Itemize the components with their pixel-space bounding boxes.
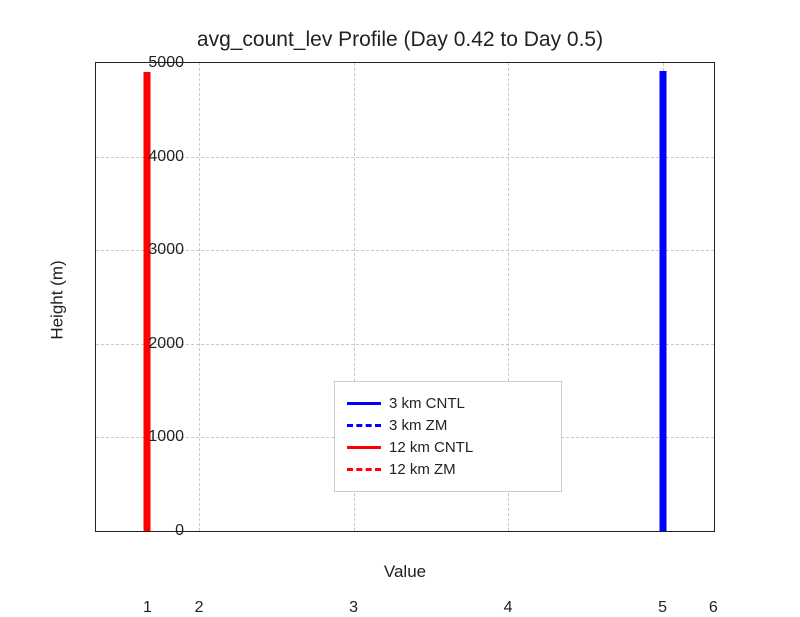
- legend-label-12km-zm: 12 km ZM: [389, 461, 456, 478]
- x-tick-4: 4: [488, 599, 528, 617]
- y-tick-2000: 2000: [134, 335, 184, 353]
- legend-item-12km-zm[interactable]: 12 km ZM: [347, 461, 549, 478]
- legend-swatch-3km-cntl: [347, 402, 381, 405]
- legend-swatch-12km-zm: [347, 468, 381, 471]
- x-tick-2: 2: [179, 599, 219, 617]
- gridline-horizontal-4000: [96, 157, 714, 158]
- legend-label-12km-cntl: 12 km CNTL: [389, 439, 473, 456]
- x-tick-5: 5: [643, 599, 683, 617]
- y-tick-1000: 1000: [134, 428, 184, 446]
- series-line-12km-cntl[interactable]: [144, 72, 151, 531]
- chart-title: avg_count_lev Profile (Day 0.42 to Day 0…: [0, 28, 800, 52]
- x-tick-1: 1: [127, 599, 167, 617]
- x-tick-3: 3: [334, 599, 374, 617]
- gridline-vertical-2: [199, 63, 200, 531]
- legend-swatch-3km-zm: [347, 424, 381, 427]
- legend-label-3km-cntl: 3 km CNTL: [389, 395, 465, 412]
- x-tick-6: 6: [693, 599, 733, 617]
- legend-item-3km-zm[interactable]: 3 km ZM: [347, 417, 549, 434]
- series-line-3km-cntl[interactable]: [659, 71, 666, 532]
- x-axis-label: Value: [95, 562, 715, 582]
- gridline-horizontal-2000: [96, 344, 714, 345]
- y-tick-0: 0: [134, 522, 184, 540]
- chart-legend[interactable]: 3 km CNTL 3 km ZM 12 km CNTL 12 km ZM: [334, 381, 562, 492]
- y-axis-label: Height (m): [48, 260, 68, 339]
- legend-swatch-12km-cntl: [347, 446, 381, 449]
- legend-item-12km-cntl[interactable]: 12 km CNTL: [347, 439, 549, 456]
- legend-item-3km-cntl[interactable]: 3 km CNTL: [347, 395, 549, 412]
- gridline-horizontal-3000: [96, 250, 714, 251]
- y-tick-4000: 4000: [134, 148, 184, 166]
- y-tick-5000: 5000: [134, 54, 184, 72]
- y-tick-3000: 3000: [134, 241, 184, 259]
- chart-container: avg_count_lev Profile (Day 0.42 to Day 0…: [0, 0, 800, 600]
- legend-label-3km-zm: 3 km ZM: [389, 417, 447, 434]
- plot-area: 3 km CNTL 3 km ZM 12 km CNTL 12 km ZM 0 …: [95, 62, 715, 532]
